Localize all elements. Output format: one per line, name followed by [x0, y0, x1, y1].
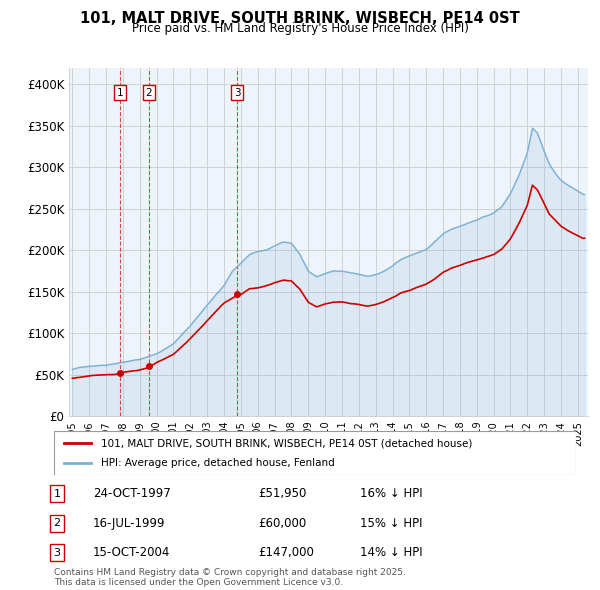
Text: £60,000: £60,000 [258, 517, 306, 530]
Text: 1: 1 [116, 88, 123, 98]
Text: Price paid vs. HM Land Registry's House Price Index (HPI): Price paid vs. HM Land Registry's House … [131, 22, 469, 35]
Text: 2: 2 [53, 519, 61, 528]
Text: 3: 3 [234, 88, 241, 98]
Text: £51,950: £51,950 [258, 487, 307, 500]
Text: HPI: Average price, detached house, Fenland: HPI: Average price, detached house, Fenl… [101, 458, 335, 467]
Text: 101, MALT DRIVE, SOUTH BRINK, WISBECH, PE14 0ST (detached house): 101, MALT DRIVE, SOUTH BRINK, WISBECH, P… [101, 438, 472, 448]
Text: 15% ↓ HPI: 15% ↓ HPI [360, 517, 422, 530]
FancyBboxPatch shape [54, 431, 576, 475]
Text: £147,000: £147,000 [258, 546, 314, 559]
Text: 101, MALT DRIVE, SOUTH BRINK, WISBECH, PE14 0ST: 101, MALT DRIVE, SOUTH BRINK, WISBECH, P… [80, 11, 520, 25]
Text: 14% ↓ HPI: 14% ↓ HPI [360, 546, 422, 559]
Text: 15-OCT-2004: 15-OCT-2004 [93, 546, 170, 559]
Text: 2: 2 [146, 88, 152, 98]
Text: 1: 1 [53, 489, 61, 499]
Text: Contains HM Land Registry data © Crown copyright and database right 2025.: Contains HM Land Registry data © Crown c… [54, 568, 406, 577]
Text: This data is licensed under the Open Government Licence v3.0.: This data is licensed under the Open Gov… [54, 578, 343, 587]
Text: 16-JUL-1999: 16-JUL-1999 [93, 517, 166, 530]
Text: 16% ↓ HPI: 16% ↓ HPI [360, 487, 422, 500]
Text: 24-OCT-1997: 24-OCT-1997 [93, 487, 171, 500]
Text: 3: 3 [53, 548, 61, 558]
